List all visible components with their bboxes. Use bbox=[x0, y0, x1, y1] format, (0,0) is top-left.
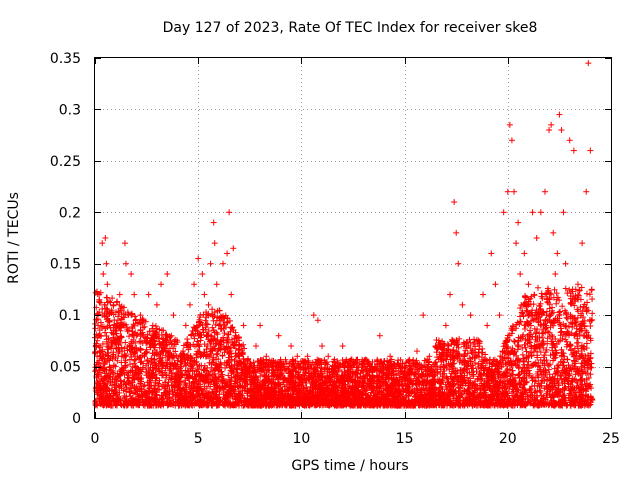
data-point bbox=[122, 339, 129, 346]
data-point bbox=[132, 339, 139, 346]
data-point bbox=[557, 308, 564, 315]
data-point bbox=[172, 348, 179, 355]
data-point bbox=[225, 372, 232, 379]
data-point bbox=[568, 301, 575, 308]
data-point bbox=[132, 356, 139, 363]
data-point bbox=[549, 309, 556, 316]
data-point bbox=[194, 338, 201, 345]
data-point bbox=[126, 333, 133, 340]
data-point bbox=[543, 346, 550, 353]
data-point bbox=[257, 372, 264, 379]
data-point bbox=[212, 321, 219, 328]
data-point bbox=[553, 300, 560, 307]
data-point bbox=[534, 284, 541, 291]
data-point bbox=[530, 374, 537, 381]
data-point bbox=[203, 320, 210, 327]
data-point bbox=[587, 323, 594, 330]
data-point bbox=[544, 328, 551, 335]
data-points bbox=[92, 60, 596, 409]
data-point bbox=[137, 359, 144, 366]
data-point bbox=[110, 334, 117, 341]
data-point bbox=[559, 303, 566, 310]
data-point bbox=[403, 359, 410, 366]
data-point bbox=[583, 290, 590, 297]
